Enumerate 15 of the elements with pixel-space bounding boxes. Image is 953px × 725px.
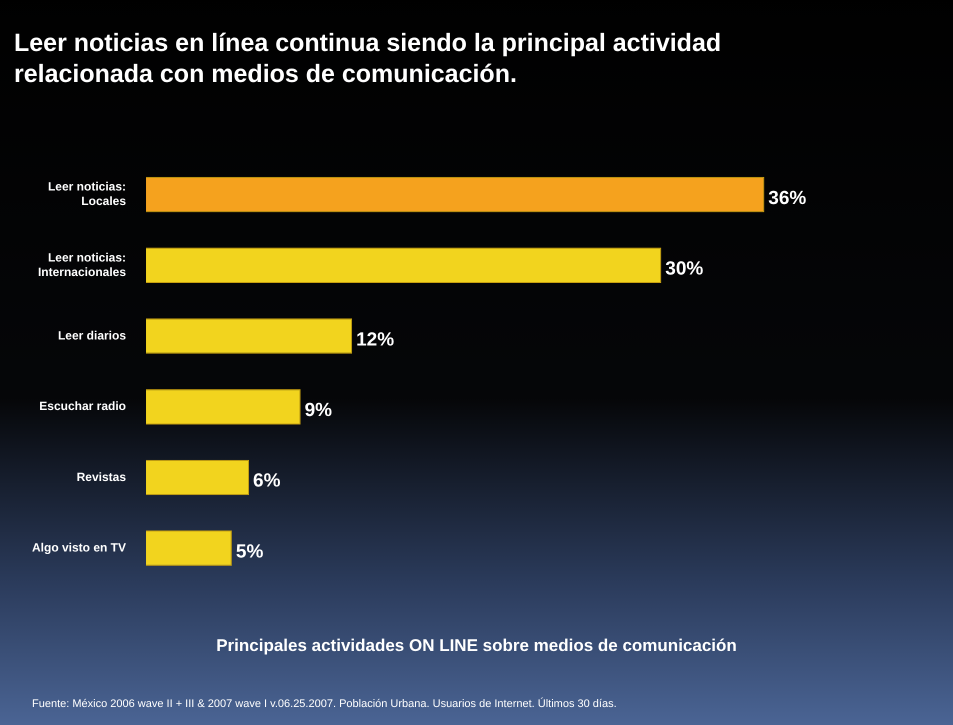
y-tick-label: Leer diarios bbox=[58, 328, 126, 342]
source-note: Fuente: México 2006 wave II + III & 2007 wave I v.06.25.2007. Población Urbana. Usuarios de Internet. Últimos 30 días. bbox=[32, 698, 617, 710]
y-tick-label: Algo visto en TV bbox=[32, 540, 126, 555]
text: Principales actividades ON LINE sobre medios de comunicación bbox=[215, 636, 738, 656]
data-label: 30% bbox=[665, 258, 704, 280]
chart-title: Leer noticias en línea continua siendo la principal actividad relacionada con medios de comunicación. bbox=[14, 28, 722, 90]
y-tick-label: Leer noticias: Internacionales bbox=[38, 250, 126, 279]
data-label: 36% bbox=[768, 188, 806, 209]
data-label: 12% bbox=[356, 329, 394, 350]
y-tick-label: Leer noticias: Locales bbox=[48, 180, 126, 208]
data-label: 5% bbox=[236, 541, 264, 562]
y-tick-label: Revistas bbox=[76, 470, 126, 484]
data-label: 9% bbox=[304, 400, 332, 421]
y-tick-label: Escuchar radio bbox=[39, 399, 126, 414]
data-label: 6% bbox=[253, 470, 281, 492]
